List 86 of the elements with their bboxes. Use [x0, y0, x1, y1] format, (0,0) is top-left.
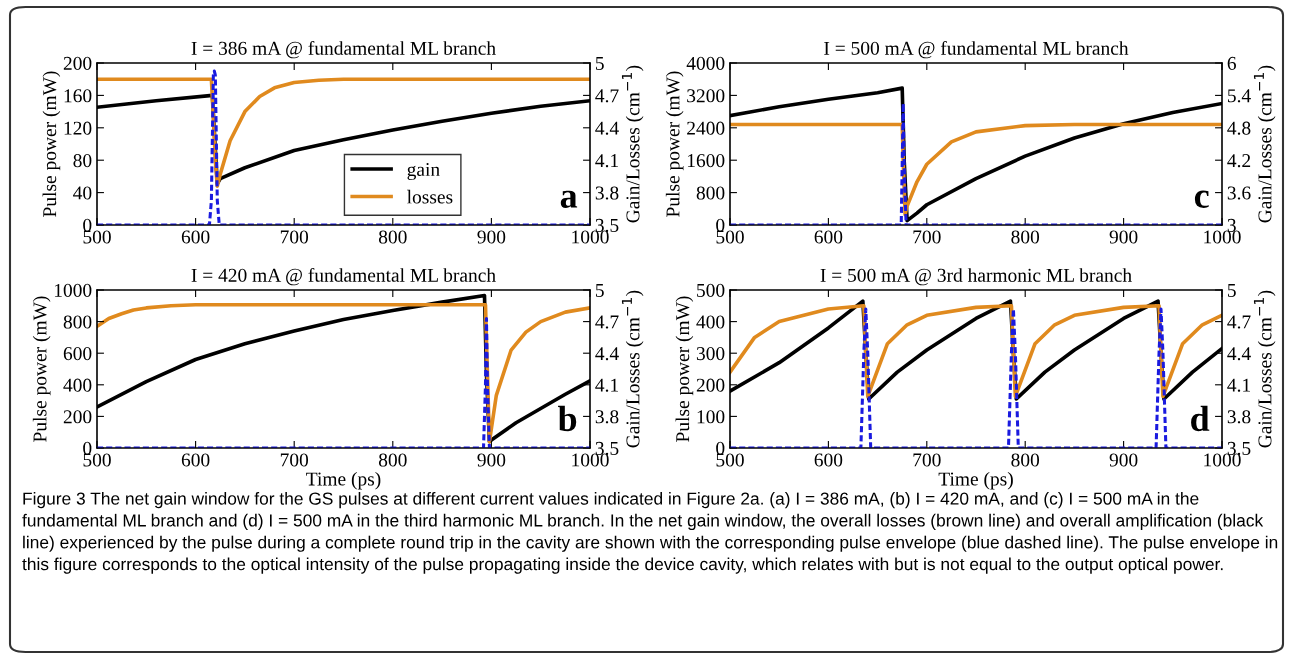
x-tick-label: 900 — [1109, 230, 1138, 244]
y-tick-label: 400 — [63, 378, 92, 392]
y-tick-label: 40 — [73, 186, 92, 200]
x-tick-label: 700 — [913, 230, 941, 244]
x-tick-label: 1000 — [572, 453, 609, 467]
x-tick-label: 900 — [1109, 453, 1138, 467]
annotation: a — [560, 190, 578, 208]
x-tick-label: 700 — [913, 453, 941, 467]
y-tick-label: 600 — [63, 347, 92, 361]
y-tick-label: 1600 — [687, 154, 725, 168]
x-tick-label: 900 — [477, 453, 506, 467]
annotation: d — [1191, 405, 1210, 432]
legend-label: losses — [407, 189, 453, 204]
x-tick-label: 700 — [280, 453, 309, 467]
y2-tick-label: 3.5 — [595, 218, 619, 233]
y2-tick-label: 5 — [1227, 284, 1236, 297]
y2-tick-label: 3.8 — [595, 186, 619, 200]
annotation: c — [1194, 190, 1209, 208]
y-tick-label: 4000 — [686, 56, 725, 70]
line-series — [97, 77, 590, 188]
x-tick-label: 1000 — [572, 230, 609, 244]
x-tick-label: 800 — [1011, 230, 1040, 244]
x-tick-label: 600 — [814, 453, 843, 467]
y2-tick-label: 4.4 — [595, 121, 619, 135]
legend-label: gain — [407, 162, 440, 181]
x-tick-label: 800 — [378, 230, 407, 244]
y-tick-label: 3200 — [687, 89, 725, 103]
x-axis-title: Time (ps) — [938, 471, 1013, 490]
x-tick-label: 600 — [814, 230, 843, 244]
x-tick-label: 900 — [477, 230, 506, 244]
y2-tick-label: 4.1 — [595, 154, 618, 168]
y2-tick-label: 3 — [1227, 218, 1236, 232]
y2-tick-label: 4.1 — [595, 378, 618, 392]
y2-tick-label: 3.5 — [1227, 441, 1251, 456]
y2-tick-label: 3.8 — [595, 410, 619, 424]
caption: Figure 3 The net gain window for the GS pulses at different current values indicated in Figure 2a. (a) I = 386 mA, (b) I = 420 mA, and (c) I = 500 mA in the fundamental ML branch and (d) I = 500 mA in the third harmonic ML branch. In the net gain window, the overall losses (brown line) and overall amplification (black line) experienced by the pulse during a complete round trip in the cavity are shown with the corresponding pulse envelope (blue dashed line). The pulse envelope in this figure corresponds to the optical intensity of the pulse propagating inside the device cavity, which relates with but is not equal to the output optical power. — [22, 492, 1278, 574]
y2-axis-title: Gain/Losses (cm$^{−1}$) — [1253, 290, 1276, 448]
y2-axis-title: Gain/Losses (cm$^{−1}$) — [621, 65, 644, 223]
y-tick-label: 200 — [696, 378, 725, 392]
annotation: b — [558, 405, 577, 432]
y-axis-title: Pulse power (mW) — [675, 296, 694, 442]
y-tick-label: 200 — [63, 56, 92, 70]
chart-title: I = 500 mA @ 3rd harmonic ML branch — [820, 268, 1132, 286]
x-tick-label: 600 — [181, 230, 210, 244]
y-tick-label: 800 — [63, 315, 92, 329]
y-tick-label: 1000 — [54, 283, 92, 297]
y2-tick-label: 4.4 — [1227, 347, 1251, 361]
x-tick-label: 800 — [378, 453, 407, 467]
chart-title: I = 500 mA @ fundamental ML branch — [824, 40, 1129, 59]
y-tick-label: 160 — [64, 89, 92, 103]
y-tick-label: 200 — [63, 410, 92, 424]
y2-axis-title: Gain/Losses (cm$^{−1}$) — [621, 290, 644, 448]
y-axis-title: Pulse power (mW) — [665, 71, 684, 217]
y-tick-label: 800 — [696, 186, 725, 200]
chart-title: I = 420 mA @ fundamental ML branch — [191, 267, 496, 286]
y2-tick-label: 5.4 — [1227, 89, 1251, 103]
y2-tick-label: 5 — [595, 284, 604, 297]
y2-tick-label: 4.2 — [1227, 154, 1251, 168]
y2-tick-label: 4.7 — [595, 89, 619, 103]
y2-tick-label: 3.6 — [1227, 186, 1251, 200]
x-tick-label: 600 — [181, 453, 210, 467]
y-tick-label: 300 — [696, 347, 725, 361]
y-tick-label: 2400 — [687, 121, 725, 135]
x-tick-label: 800 — [1011, 453, 1040, 467]
x-tick-label: 1000 — [1204, 453, 1241, 467]
y-tick-label: 120 — [64, 121, 92, 135]
x-tick-label: 700 — [280, 230, 309, 244]
y2-tick-label: 3.5 — [595, 441, 619, 456]
y2-axis-title: Gain/Losses (cm$^{−1}$) — [1253, 65, 1276, 223]
y-tick-label: 100 — [697, 410, 725, 424]
y-tick-label: 500 — [697, 283, 725, 297]
y-axis-title: Pulse power (mW) — [42, 71, 61, 217]
y-tick-label: 400 — [696, 315, 725, 329]
y2-tick-label: 4.1 — [1227, 378, 1250, 392]
y2-tick-label: 4.8 — [1227, 121, 1251, 135]
y2-tick-label: 3.8 — [1227, 410, 1251, 424]
y2-tick-label: 6 — [1227, 56, 1236, 70]
y2-tick-label: 4.7 — [1227, 315, 1251, 329]
chart-title: I = 386 mA @ fundamental ML branch — [191, 40, 496, 59]
x-tick-label: 1000 — [1204, 230, 1241, 244]
x-axis-title: Time (ps) — [306, 471, 381, 490]
y-axis-title: Pulse power (mW) — [32, 296, 51, 442]
y2-tick-label: 4.4 — [595, 347, 619, 361]
y2-tick-label: 4.7 — [595, 315, 619, 329]
y-tick-label: 80 — [73, 154, 92, 168]
y2-tick-label: 5 — [595, 57, 604, 70]
